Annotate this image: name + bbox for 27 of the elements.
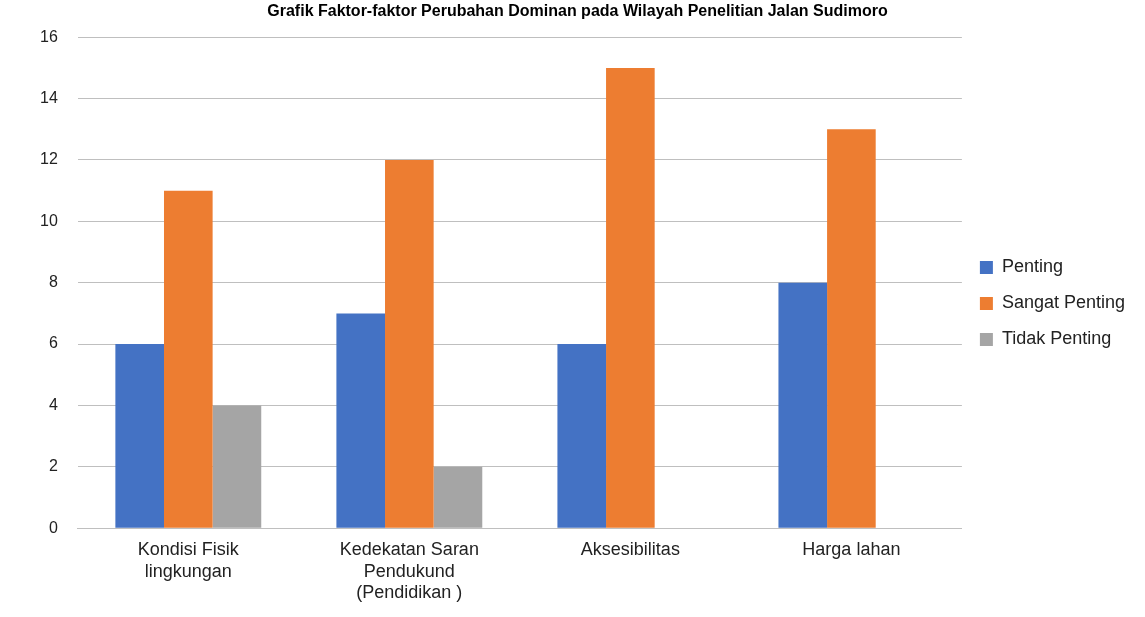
bar <box>212 405 262 528</box>
bar <box>164 190 213 528</box>
y-tick-label: 0 <box>48 518 58 536</box>
bar <box>385 159 434 528</box>
x-tick-label: Kedekatan Saran Pendukund (Pendidikan ) <box>339 538 479 603</box>
y-tick-label: 14 <box>40 88 58 106</box>
y-tick-label: 2 <box>48 457 58 475</box>
y-tick-label: 4 <box>48 395 58 413</box>
x-tick-label: Aksesibilitas <box>580 538 680 559</box>
chart-title: Grafik Faktor-faktor Perubahan Dominan pada Wilayah Penelitian Jalan Sudimoro <box>267 2 888 20</box>
bar <box>606 67 655 528</box>
x-tick-label: Harga lahan <box>802 538 901 559</box>
legend-label: Penting <box>1001 256 1063 277</box>
y-tick-label: 8 <box>48 273 58 291</box>
bar <box>433 466 483 528</box>
y-tick-label: 6 <box>48 334 58 352</box>
bar <box>336 313 386 528</box>
y-tick-label: 16 <box>40 27 58 45</box>
bar <box>778 282 828 528</box>
legend-label: Sangat Penting <box>1001 292 1126 313</box>
bar <box>115 344 164 528</box>
bar <box>557 344 607 528</box>
y-tick-label: 10 <box>40 211 58 229</box>
x-tick-label: Kondisi Fisik lingkungan <box>137 538 240 581</box>
y-tick-label: 12 <box>40 150 58 168</box>
bar <box>827 129 876 528</box>
legend-label: Tidak Penting <box>1001 328 1112 349</box>
